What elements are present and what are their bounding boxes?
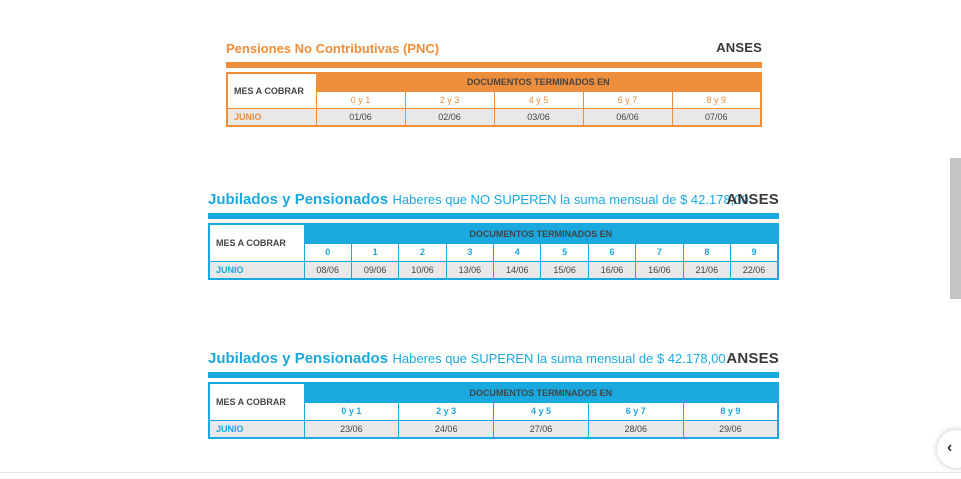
jubilados-subtitle: Haberes que SUPEREN la suma mensual de $…: [392, 351, 726, 366]
month-label: JUNIO: [226, 108, 317, 127]
digit-header: 2 y 3: [404, 90, 495, 109]
digit-header: 7: [635, 242, 684, 263]
payment-date: 08/06: [303, 261, 352, 280]
payment-date: 29/06: [682, 420, 779, 439]
digit-header: 3: [445, 242, 495, 263]
scrollbar-thumb[interactable]: [950, 158, 961, 299]
jubilados-no-superen-section: Jubilados y Pensionados Haberes que NO S…: [208, 191, 779, 280]
digit-header: 6 y 7: [587, 401, 684, 422]
digit-header: 8: [682, 242, 732, 263]
documentos-terminados-header: DOCUMENTOS TERMINADOS EN: [303, 382, 779, 403]
digit-header: 1: [350, 242, 400, 263]
digit-header: 6 y 7: [582, 90, 673, 109]
payment-date: 22/06: [730, 261, 779, 280]
payment-date: 06/06: [582, 108, 673, 127]
digit-header: 6: [587, 242, 637, 263]
jubilados-superen-table: MES A COBRAR DOCUMENTOS TERMINADOS EN 0 …: [208, 382, 779, 439]
digit-header: 0 y 1: [303, 401, 400, 422]
anses-brand: ANSES: [726, 350, 779, 367]
digit-header: 8 y 9: [682, 401, 779, 422]
pnc-section: Pensiones No Contributivas (PNC) ANSES M…: [226, 40, 762, 127]
digit-header: 0: [303, 242, 352, 263]
digit-header: 8 y 9: [671, 90, 762, 109]
mes-a-cobrar-header: MES A COBRAR: [208, 382, 305, 421]
jubilados-superen-section: Jubilados y Pensionados Haberes que SUPE…: [208, 350, 779, 439]
digit-header: 4: [493, 242, 542, 263]
jubilados-divider-bar: [208, 213, 779, 219]
mes-a-cobrar-header: MES A COBRAR: [226, 72, 317, 109]
payment-date: 24/06: [398, 420, 495, 439]
digit-header: 9: [730, 242, 779, 263]
payment-date: 02/06: [404, 108, 495, 127]
anses-brand: ANSES: [716, 40, 762, 55]
payment-date: 14/06: [493, 261, 542, 280]
jubilados-subtitle: Haberes que NO SUPEREN la suma mensual d…: [392, 192, 749, 207]
jubilados-divider-bar: [208, 372, 779, 378]
month-label: JUNIO: [208, 261, 305, 280]
payment-date: 13/06: [445, 261, 495, 280]
jubilados-title: Jubilados y Pensionados: [208, 191, 389, 208]
digit-header: 4 y 5: [493, 90, 584, 109]
payment-date: 16/06: [635, 261, 684, 280]
payment-date: 15/06: [540, 261, 589, 280]
digit-header: 2 y 3: [398, 401, 495, 422]
page-divider: [0, 472, 961, 473]
mes-a-cobrar-header: MES A COBRAR: [208, 223, 305, 262]
payment-date: 01/06: [315, 108, 406, 127]
payment-date: 09/06: [350, 261, 400, 280]
payment-date: 07/06: [671, 108, 762, 127]
payment-date: 16/06: [587, 261, 637, 280]
previous-button[interactable]: ‹: [937, 430, 961, 468]
digit-header: 0 y 1: [315, 90, 406, 109]
pnc-schedule-table: MES A COBRAR DOCUMENTOS TERMINADOS EN 0 …: [226, 72, 762, 127]
payment-date: 03/06: [493, 108, 584, 127]
month-label: JUNIO: [208, 420, 305, 439]
payment-date: 27/06: [493, 420, 589, 439]
digit-header: 4 y 5: [493, 401, 589, 422]
jubilados-title: Jubilados y Pensionados: [208, 350, 389, 367]
pnc-title: Pensiones No Contributivas (PNC): [226, 41, 440, 56]
digit-header: 5: [540, 242, 589, 263]
documentos-terminados-header: DOCUMENTOS TERMINADOS EN: [303, 223, 779, 244]
jubilados-no-superen-table: MES A COBRAR DOCUMENTOS TERMINADOS EN 0 …: [208, 223, 779, 280]
anses-brand: ANSES: [726, 191, 779, 208]
digit-header: 2: [398, 242, 447, 263]
payment-date: 21/06: [682, 261, 732, 280]
documentos-terminados-header: DOCUMENTOS TERMINADOS EN: [315, 72, 762, 92]
payment-date: 28/06: [587, 420, 684, 439]
payment-date: 23/06: [303, 420, 400, 439]
pnc-divider-bar: [226, 62, 762, 68]
payment-date: 10/06: [398, 261, 447, 280]
chevron-left-icon: ‹: [947, 439, 953, 456]
